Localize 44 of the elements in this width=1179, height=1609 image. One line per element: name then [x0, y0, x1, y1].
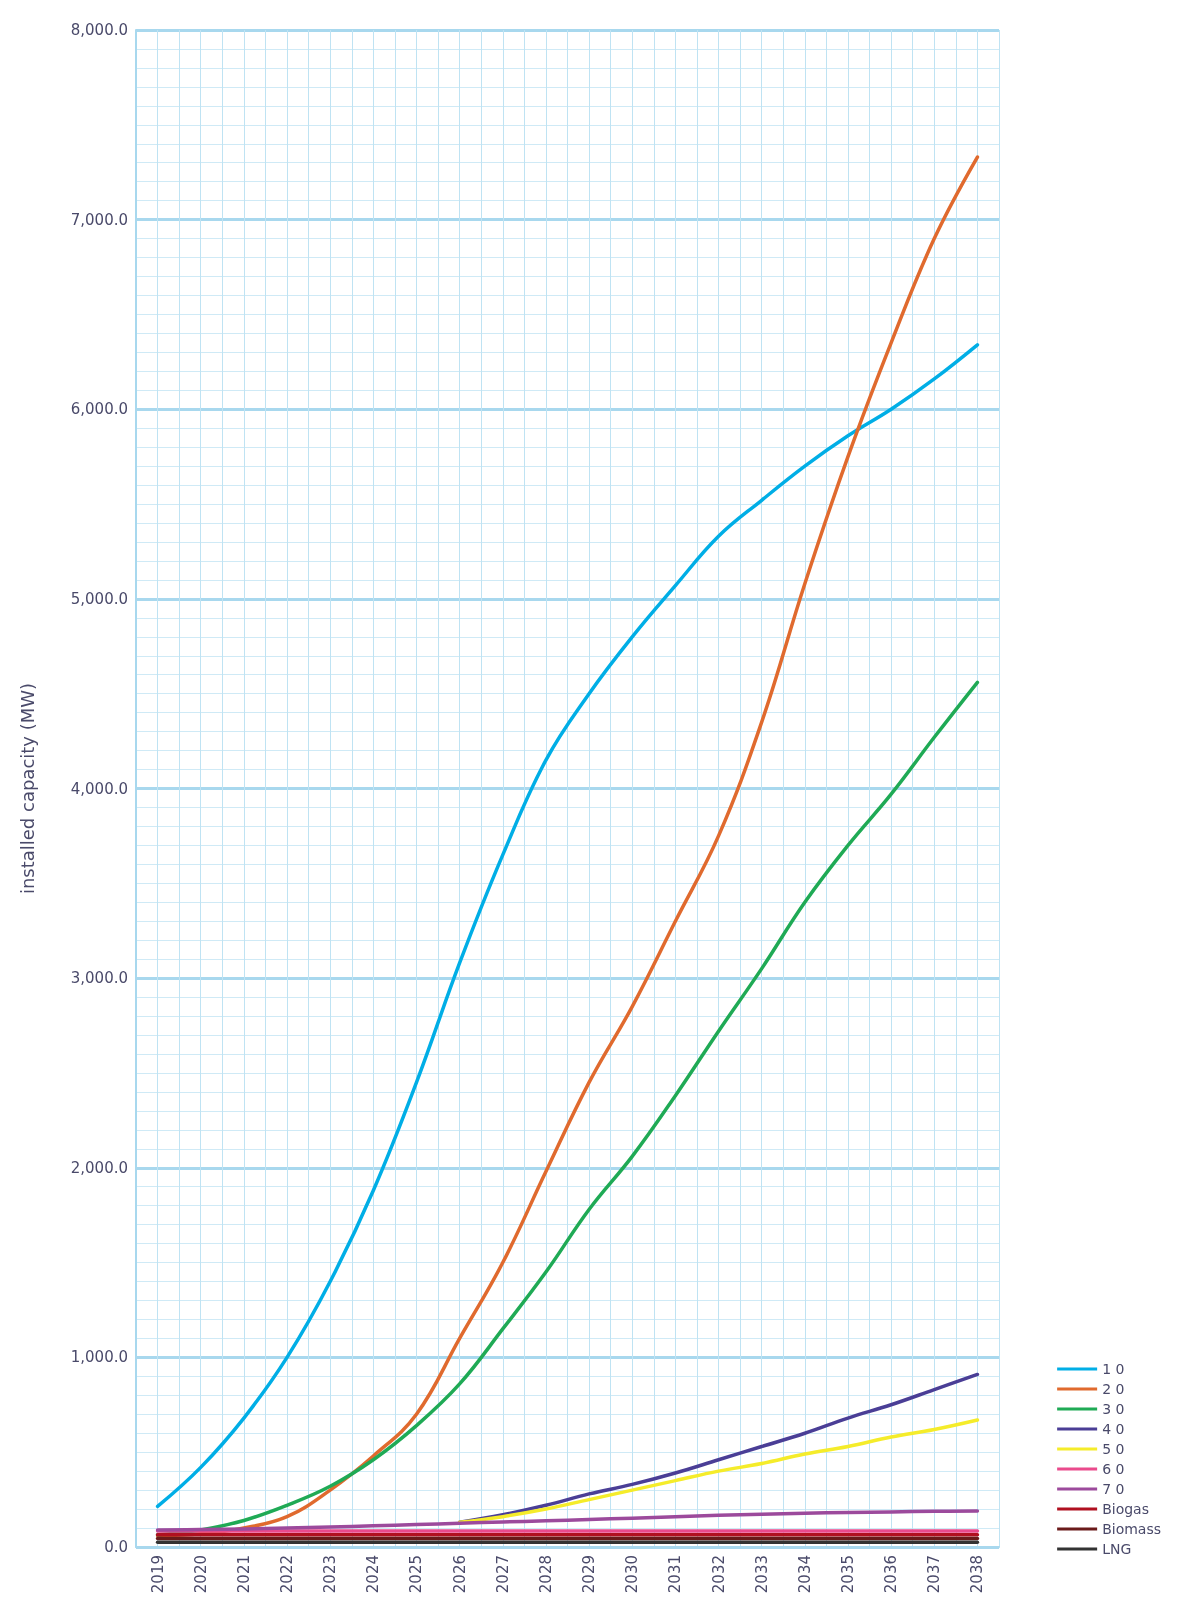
legend-label: LNG [1102, 1541, 1132, 1557]
x-tick-label: 2036 [882, 1555, 901, 1594]
x-tick-label: 2024 [364, 1555, 383, 1594]
legend-label: 3 0 [1102, 1401, 1125, 1417]
legend-label: 7 0 [1102, 1481, 1125, 1497]
x-tick-label: 2023 [321, 1555, 340, 1594]
x-tick-label: 2019 [148, 1555, 167, 1594]
x-tick-label: 2030 [623, 1555, 642, 1594]
x-tick-label: 2022 [278, 1555, 297, 1594]
line-series [155, 1509, 980, 1532]
x-tick-label: 2033 [752, 1555, 771, 1594]
y-tick-label: 7,000.0 [70, 210, 128, 229]
y-tick-label: 2,000.0 [70, 1158, 128, 1177]
x-tick-label: 2027 [493, 1555, 512, 1594]
x-tick-label: 2035 [838, 1555, 857, 1594]
x-tick-label: 2038 [968, 1555, 987, 1594]
x-tick-label: 2020 [191, 1555, 210, 1594]
y-tick-label: 4,000.0 [70, 779, 128, 798]
x-tick-label: 2021 [234, 1555, 253, 1594]
x-tick-label: 2034 [795, 1555, 814, 1594]
line-series [155, 155, 980, 1538]
legend-label: 2 0 [1102, 1381, 1125, 1397]
x-tick-label: 2028 [536, 1555, 555, 1594]
legend-label: Biomass [1102, 1521, 1162, 1537]
y-axis-title: installed capacity (MW) [16, 682, 38, 895]
x-tick-label: 2032 [709, 1555, 728, 1594]
y-tick-label: 8,000.0 [70, 21, 128, 39]
legend-label: 6 0 [1102, 1461, 1125, 1477]
line-series [155, 343, 980, 1509]
legend-label: 1 0 [1102, 1361, 1125, 1377]
y-tick-label: 6,000.0 [70, 400, 128, 419]
y-tick-label: 5,000.0 [70, 589, 128, 608]
y-tick-label: 3,000.0 [70, 969, 128, 988]
x-tick-label: 2026 [450, 1555, 469, 1594]
x-tick-label: 2025 [407, 1555, 426, 1594]
legend-label: 5 0 [1102, 1441, 1125, 1457]
x-tick-label: 2029 [580, 1555, 599, 1594]
y-tick-label: 1,000.0 [70, 1348, 128, 1367]
x-tick-label: 2037 [925, 1555, 944, 1594]
y-tick-label: 0.0 [104, 1538, 128, 1556]
x-tick-label: 2031 [666, 1555, 685, 1594]
line-series [457, 1418, 980, 1525]
legend-label: Biogas [1102, 1501, 1149, 1517]
legend-label: 4 0 [1102, 1421, 1125, 1437]
